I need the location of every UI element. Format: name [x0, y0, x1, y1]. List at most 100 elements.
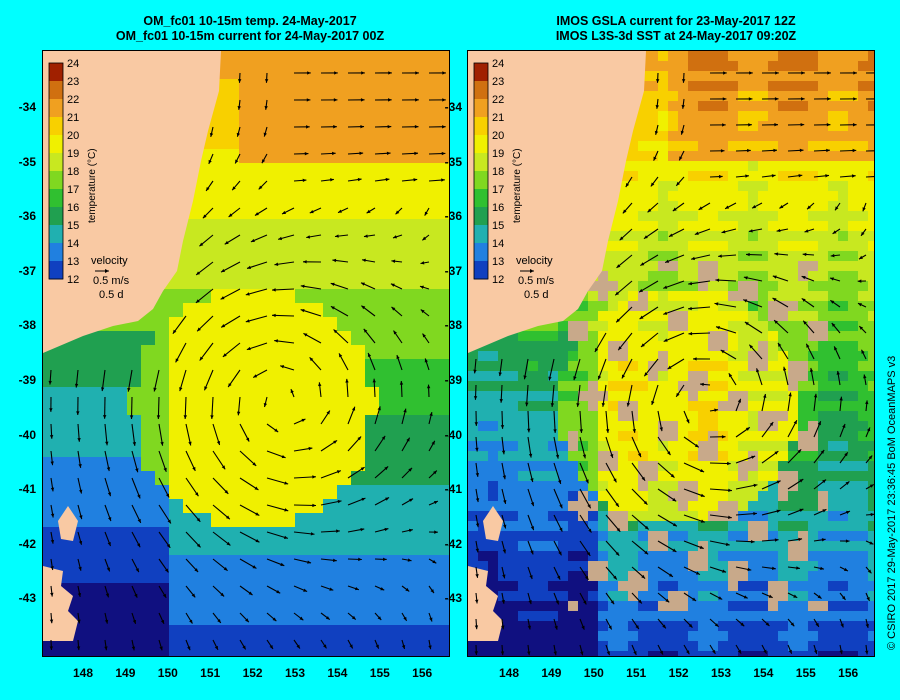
L-current-arrow — [414, 151, 419, 156]
L-current-arrow — [403, 616, 407, 621]
R-current-arrow — [820, 449, 825, 454]
L-current-arrow — [433, 500, 438, 505]
L-current-arrow — [334, 234, 339, 238]
right-longitude-label: 154 — [753, 666, 774, 680]
right-map-svg: 24 23 22 21 20 19 18 17 16 15 14 13 12 temperature (°… — [468, 51, 874, 656]
L-colorbar-tick: 21 — [67, 112, 79, 124]
L-current-arrow — [284, 481, 289, 485]
left-longitude-label: 152 — [242, 666, 263, 680]
R-colorbar-tick: 17 — [492, 184, 504, 196]
R-current-arrow — [601, 402, 606, 407]
L-current-arrow — [306, 98, 311, 102]
R-colorbar-tick: 14 — [492, 238, 504, 250]
L-current-arrow — [304, 151, 309, 156]
L-current-arrow — [333, 125, 337, 129]
R-current-arrow — [862, 207, 866, 212]
L-current-arrow — [384, 527, 389, 532]
R-current-arrow — [809, 367, 814, 372]
L-current-arrow — [50, 461, 54, 466]
R-current-arrow — [715, 278, 720, 282]
R-current-arrow — [718, 174, 723, 179]
R-current-arrow — [721, 435, 726, 439]
L-current-arrow — [136, 543, 141, 548]
R-current-arrow — [763, 649, 767, 654]
L-current-arrow — [395, 210, 400, 215]
L-current-arrow — [414, 125, 419, 129]
L-current-arrow — [261, 159, 266, 164]
R-colorbar: 24 23 22 21 20 19 18 17 16 15 14 13 12 temperature (°… — [473, 58, 523, 286]
L-current-arrow — [199, 356, 204, 361]
R-current-arrow — [475, 523, 480, 528]
R-current-arrow — [582, 454, 587, 459]
R-current-arrow — [782, 366, 787, 371]
L-current-arrow — [280, 562, 285, 566]
R-current-arrow — [693, 357, 697, 361]
R-current-arrow — [694, 443, 699, 448]
L-current-arrow — [189, 619, 193, 624]
L-current-arrow — [50, 592, 54, 597]
R-current-arrow — [679, 156, 683, 161]
R-current-arrow — [663, 311, 668, 315]
R-current-arrow — [835, 206, 839, 211]
R-current-arrow — [744, 321, 749, 326]
R-current-arrow — [745, 427, 750, 431]
L-current-arrow — [363, 234, 368, 238]
right-latitude-label: -41 — [444, 482, 462, 497]
L-current-arrow — [160, 619, 165, 624]
R-current-arrow — [613, 478, 617, 483]
L-current-arrow — [422, 333, 426, 338]
L-current-arrow — [309, 357, 314, 362]
L-current-arrow — [77, 593, 82, 597]
R-current-arrow — [688, 332, 693, 336]
L-current-arrow — [312, 475, 316, 479]
R-current-arrow — [840, 623, 844, 628]
right-latitude-label: -36 — [444, 209, 462, 224]
L-current-arrow — [105, 593, 110, 598]
L-current-arrow — [360, 467, 365, 471]
L-current-arrow — [127, 387, 131, 392]
svg-text:0.5 m/s: 0.5 m/s — [93, 275, 130, 287]
R-current-arrow — [659, 650, 663, 655]
L-current-arrow — [281, 454, 286, 459]
L-current-arrow — [222, 353, 227, 357]
R-current-arrow — [670, 473, 675, 478]
right-map-panel[interactable]: 24 23 22 21 20 19 18 17 16 15 14 13 12 temperature (°… — [467, 50, 875, 657]
left-map-panel[interactable]: 24 23 22 21 20 19 18 17 16 15 14 13 12 temperature (°… — [42, 50, 450, 657]
R-current-arrow — [556, 575, 561, 580]
L-current-arrow — [393, 235, 397, 239]
L-current-arrow — [50, 513, 55, 518]
L-current-arrow — [413, 178, 418, 182]
L-current-arrow — [245, 618, 249, 623]
L-current-arrow — [236, 132, 241, 137]
R-land-islands — [468, 506, 503, 641]
L-current-arrow — [224, 240, 229, 245]
L-current-arrow — [363, 328, 368, 333]
R-current-arrow — [573, 376, 577, 381]
R-current-arrow — [799, 479, 804, 483]
R-current-arrow — [843, 567, 848, 571]
L-current-arrow — [132, 442, 137, 446]
R-current-arrow — [714, 623, 719, 627]
R-current-arrow — [698, 206, 703, 210]
L-land-mainland — [43, 51, 221, 353]
R-current-arrow — [584, 575, 589, 580]
L-current-arrow — [405, 587, 410, 592]
R-current-arrow — [865, 650, 869, 655]
right-longitude-label: 156 — [838, 666, 859, 680]
R-current-arrow — [559, 527, 563, 532]
L-current-arrow — [390, 283, 395, 287]
R-current-arrow — [772, 298, 777, 302]
L-current-arrow — [214, 645, 218, 650]
R-current-arrow — [694, 231, 699, 235]
L-current-arrow — [303, 588, 308, 592]
L-current-arrow — [283, 535, 288, 539]
L-current-arrow — [232, 186, 236, 191]
R-current-arrow — [530, 478, 534, 483]
L-current-arrow — [318, 382, 322, 387]
L-current-arrow — [361, 497, 366, 502]
R-current-arrow — [632, 429, 636, 433]
L-current-arrow — [333, 98, 338, 102]
R-current-arrow — [817, 595, 822, 599]
R-current-arrow — [839, 650, 843, 655]
R-current-arrow — [777, 342, 782, 347]
